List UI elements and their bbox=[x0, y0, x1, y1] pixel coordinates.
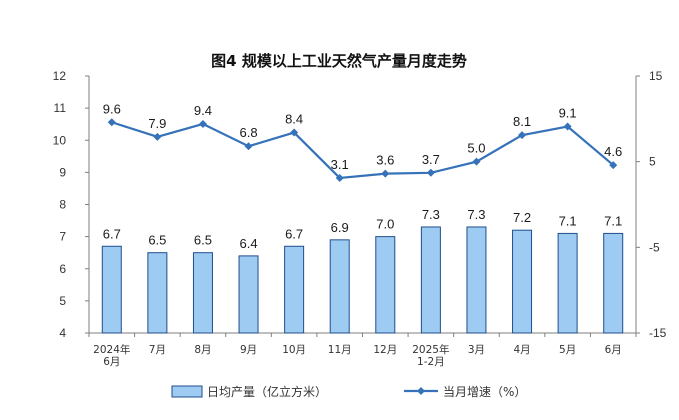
line-point bbox=[107, 118, 116, 127]
y-left-tick-label: 12 bbox=[53, 69, 67, 83]
line-point bbox=[563, 122, 572, 131]
line-value-label: 9.6 bbox=[103, 101, 121, 116]
line-value-label: 3.7 bbox=[422, 152, 440, 167]
legend: 日均产量（亿立方米） 当月增速（%） bbox=[171, 384, 526, 399]
x-tick-label: 6月 bbox=[103, 356, 120, 368]
line-value-label: 3.1 bbox=[331, 157, 349, 172]
bar bbox=[192, 252, 213, 334]
line-value-label: 8.1 bbox=[513, 114, 531, 129]
bar bbox=[603, 232, 624, 334]
line-point bbox=[244, 142, 253, 151]
y-left-tick-label: 4 bbox=[59, 326, 66, 340]
bar-value-label: 7.1 bbox=[559, 213, 577, 228]
line-point bbox=[609, 161, 618, 170]
line-value-label: 9.4 bbox=[194, 103, 212, 118]
legend-line-marker bbox=[417, 387, 425, 395]
data-labels: 6.7 6.5 6.5 6.4 6.7 6.9 7.0 7.3 7.3 7.2 7.1 7.1 9.6 7… bbox=[103, 101, 622, 251]
bar-value-label: 6.4 bbox=[240, 236, 258, 251]
bar-value-label: 7.0 bbox=[376, 217, 394, 232]
bar bbox=[512, 229, 533, 334]
line-series bbox=[107, 118, 618, 182]
bar bbox=[101, 245, 122, 334]
bar-value-label: 7.2 bbox=[513, 210, 531, 225]
x-tick-label: 2025年 bbox=[412, 343, 449, 356]
line-point bbox=[153, 132, 162, 141]
bar bbox=[420, 226, 441, 334]
x-tick-label: 10月 bbox=[282, 344, 306, 356]
y-right-tick-label: -15 bbox=[649, 326, 667, 340]
line-point bbox=[518, 131, 527, 140]
y-right-tick-label: 5 bbox=[649, 155, 656, 169]
line-point bbox=[198, 119, 207, 128]
line-point bbox=[335, 173, 344, 182]
x-tick-label: 5月 bbox=[559, 344, 576, 356]
bar-value-label: 6.5 bbox=[194, 233, 212, 248]
y-left-tick-label: 10 bbox=[53, 133, 67, 147]
bar bbox=[284, 245, 305, 334]
legend-bar-swatch bbox=[171, 385, 203, 398]
y-left-tick-label: 8 bbox=[59, 198, 66, 212]
y-right-tick-label: -5 bbox=[649, 240, 660, 254]
bar bbox=[329, 239, 350, 334]
bar bbox=[466, 226, 487, 334]
x-tick-label: 9月 bbox=[240, 344, 257, 356]
bar-value-label: 6.9 bbox=[331, 220, 349, 235]
x-tick-label: 8月 bbox=[194, 344, 211, 356]
x-tick-label: 12月 bbox=[373, 344, 397, 356]
y-left-tick-label: 9 bbox=[59, 165, 66, 179]
bar bbox=[375, 236, 396, 334]
line-point bbox=[290, 128, 299, 137]
line-value-label: 3.6 bbox=[376, 153, 394, 168]
bar-value-label: 6.7 bbox=[103, 226, 121, 241]
bar-value-label: 7.1 bbox=[604, 213, 622, 228]
bar-series bbox=[101, 226, 624, 334]
legend-bar-label: 日均产量（亿立方米） bbox=[207, 384, 327, 399]
bar bbox=[238, 255, 259, 334]
x-tick-label: 1-2月 bbox=[417, 356, 445, 368]
line-value-label: 7.9 bbox=[148, 116, 166, 131]
line-value-label: 9.1 bbox=[559, 106, 577, 121]
bar bbox=[147, 252, 168, 334]
bar-value-label: 6.7 bbox=[285, 226, 303, 241]
x-tick-label: 3月 bbox=[468, 344, 485, 356]
x-tick-label: 7月 bbox=[149, 344, 166, 356]
x-tick-label: 4月 bbox=[513, 344, 530, 356]
legend-line-label: 当月增速（%） bbox=[443, 385, 526, 399]
bar-value-label: 7.3 bbox=[422, 207, 440, 222]
bar-value-label: 7.3 bbox=[467, 207, 485, 222]
line-value-label: 5.0 bbox=[467, 141, 485, 156]
y-right-tick-label: 15 bbox=[649, 69, 663, 83]
line-point bbox=[426, 168, 435, 177]
line-value-label: 4.6 bbox=[604, 144, 622, 159]
line-point bbox=[381, 169, 390, 178]
bar bbox=[557, 232, 578, 334]
growth-line bbox=[111, 121, 614, 180]
x-tick-label: 6月 bbox=[605, 344, 622, 356]
chart-title: 图4 规模以上工业天然气产量月度走势 bbox=[211, 52, 467, 70]
y-left-tick-label: 5 bbox=[59, 294, 66, 308]
line-value-label: 8.4 bbox=[285, 112, 303, 127]
line-value-label: 6.8 bbox=[240, 125, 258, 140]
bar-value-label: 6.5 bbox=[148, 233, 166, 248]
x-tick-label: 11月 bbox=[328, 344, 352, 356]
line-point bbox=[472, 157, 481, 166]
x-tick-label: 2024年 bbox=[93, 343, 130, 356]
y-left-tick-label: 7 bbox=[59, 230, 66, 244]
y-left-tick-label: 6 bbox=[59, 262, 66, 276]
y-left-tick-label: 11 bbox=[54, 101, 67, 115]
